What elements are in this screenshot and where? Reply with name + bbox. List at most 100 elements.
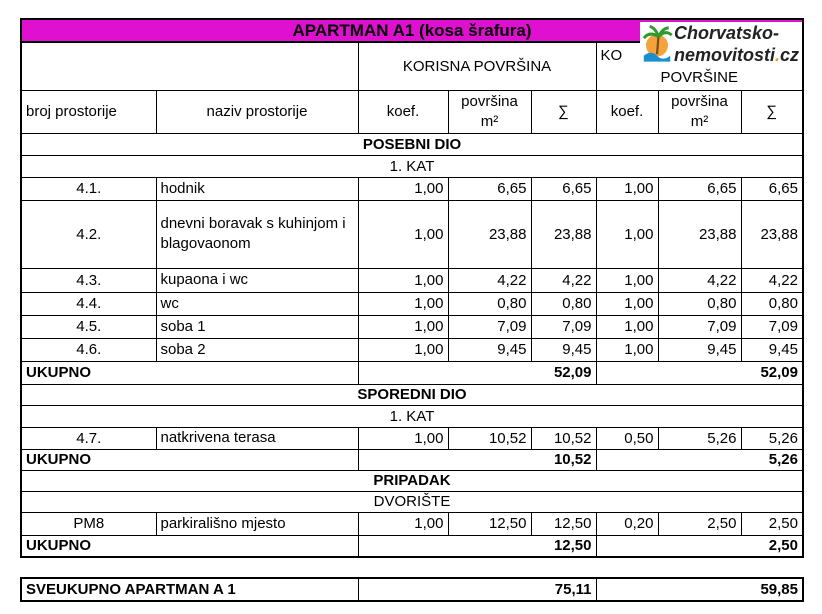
- sum: 6,65: [530, 176, 597, 201]
- ukupno-ukupna: 5,26: [595, 448, 804, 471]
- room-name: soba 1: [155, 314, 359, 339]
- sum-2: 0,80: [740, 291, 804, 316]
- header-koef: koef.: [357, 89, 449, 134]
- povrsina-2: 9,45: [657, 337, 742, 362]
- koef: 1,00: [357, 291, 449, 316]
- koef-2: 1,00: [595, 291, 659, 316]
- koef-2: 0,50: [595, 426, 659, 450]
- koef: 1,00: [357, 511, 449, 536]
- sum: 0,80: [530, 291, 597, 316]
- ukupno-label: UKUPNO: [20, 448, 359, 471]
- sum: 12,50: [530, 511, 597, 536]
- koef-2: 1,00: [595, 267, 659, 293]
- section-posebni: POSEBNI DIO: [20, 132, 804, 156]
- logo-line1: Chorvatsko-: [674, 23, 780, 43]
- room-number: 4.6.: [20, 337, 157, 362]
- povrsina: 23,88: [447, 199, 532, 269]
- ukupno-korisna: 52,09: [357, 360, 597, 385]
- logo-line2: nemovitosti: [674, 45, 776, 65]
- povrsina-2: 5,26: [657, 426, 742, 450]
- sum-2: 7,09: [740, 314, 804, 339]
- logo: Chorvatsko-nemovitosti.cz: [640, 22, 802, 66]
- header-povrsina-2: površina m²: [657, 89, 742, 134]
- apartment-area-table: APARTMAN A1 (kosa šrafura) KORISNA POVRŠ…: [20, 18, 804, 558]
- header-sum: ∑: [530, 89, 597, 134]
- logo-dot: .: [775, 45, 781, 65]
- header-broj: broj prostorije: [20, 89, 157, 134]
- povrsina: 9,45: [447, 337, 532, 362]
- povrsina-2: 6,65: [657, 176, 742, 201]
- room-name: parkirališno mjesto: [155, 511, 359, 536]
- table-row: 4.7. natkrivena terasa 1,00 10,52 10,52 0,50 5…: [20, 426, 804, 450]
- section-sporedni: SPOREDNI DIO: [20, 383, 804, 406]
- povrsina-2: 4,22: [657, 267, 742, 293]
- floor-label: 1. KAT: [20, 154, 804, 178]
- ukupno-ukupna: 2,50: [595, 534, 804, 558]
- koef: 1,00: [357, 176, 449, 201]
- logo-tld: cz: [780, 45, 800, 65]
- koef: 1,00: [357, 267, 449, 293]
- room-number: 4.7.: [20, 426, 157, 450]
- koef-2: 0,20: [595, 511, 659, 536]
- ukupno-label: UKUPNO: [20, 534, 359, 558]
- header-koef-2: koef.: [595, 89, 659, 134]
- ukupno-korisna: 10,52: [357, 448, 597, 471]
- sum-2: 23,88: [740, 199, 804, 269]
- grand-total-ukupna: 59,85: [595, 577, 804, 602]
- koef: 1,00: [357, 337, 449, 362]
- povrsina-2: 2,50: [657, 511, 742, 536]
- koef: 1,00: [357, 426, 449, 450]
- header-ko: KO: [600, 47, 623, 64]
- grand-total-korisna: 75,11: [357, 577, 597, 602]
- room-name: dnevni boravak s kuhinjom i blagovaonom: [155, 199, 359, 269]
- room-number: PM8: [20, 511, 157, 536]
- room-number: 4.3.: [20, 267, 157, 293]
- sum-2: 2,50: [740, 511, 804, 536]
- sum: 4,22: [530, 267, 597, 293]
- sum-2: 9,45: [740, 337, 804, 362]
- room-number: 4.4.: [20, 291, 157, 316]
- header-povrsina: površina m²: [447, 89, 532, 134]
- grand-total-table: SVEUKUPNO APARTMAN A 1 75,11 59,85: [20, 577, 804, 602]
- koef: 1,00: [357, 199, 449, 269]
- header-sum-2: ∑: [740, 89, 804, 134]
- povrsina-2: 0,80: [657, 291, 742, 316]
- koef-2: 1,00: [595, 176, 659, 201]
- sum-2: 4,22: [740, 267, 804, 293]
- room-name: natkrivena terasa: [155, 426, 359, 450]
- grand-total-label: SVEUKUPNO APARTMAN A 1: [20, 577, 359, 602]
- room-number: 4.2.: [20, 199, 157, 269]
- room-name: kupaona i wc: [155, 267, 359, 293]
- koef: 1,00: [357, 314, 449, 339]
- room-name: soba 2: [155, 337, 359, 362]
- povrsina: 10,52: [447, 426, 532, 450]
- room-number: 4.5.: [20, 314, 157, 339]
- povrsina: 0,80: [447, 291, 532, 316]
- dvoriste-label: DVORIŠTE: [20, 490, 804, 513]
- table-row: 4.2. dnevni boravak s kuhinjom i blagovao…: [20, 199, 804, 269]
- room-number: 4.1.: [20, 176, 157, 201]
- table-row: 4.3. kupaona i wc 1,00 4,22 4,22 1,00 4,22 4,22: [20, 267, 804, 293]
- header-povrsine: POVRŠINE: [660, 69, 739, 86]
- povrsina-2: 23,88: [657, 199, 742, 269]
- room-name: wc: [155, 291, 359, 316]
- table-row: 4.6. soba 2 1,00 9,45 9,45 1,00 9,45 9,45: [20, 337, 804, 362]
- sum-2: 5,26: [740, 426, 804, 450]
- table-row: 4.1. hodnik 1,00 6,65 6,65 1,00 6,65 6,65: [20, 176, 804, 201]
- povrsina: 12,50: [447, 511, 532, 536]
- povrsina-2: 7,09: [657, 314, 742, 339]
- table-row: PM8 parkirališno mjesto 1,00 12,50 12,50 0,20…: [20, 511, 804, 536]
- palm-island-icon: [642, 24, 673, 62]
- povrsina: 7,09: [447, 314, 532, 339]
- koef-2: 1,00: [595, 314, 659, 339]
- povrsina: 4,22: [447, 267, 532, 293]
- table-row: 4.5. soba 1 1,00 7,09 7,09 1,00 7,09 7,09: [20, 314, 804, 339]
- sum-2: 6,65: [740, 176, 804, 201]
- sum: 23,88: [530, 199, 597, 269]
- sum: 9,45: [530, 337, 597, 362]
- floor-label: 1. KAT: [20, 404, 804, 428]
- ukupno-ukupna: 52,09: [595, 360, 804, 385]
- header-naziv: naziv prostorije: [155, 89, 359, 134]
- koef-2: 1,00: [595, 337, 659, 362]
- ukupno-korisna: 12,50: [357, 534, 597, 558]
